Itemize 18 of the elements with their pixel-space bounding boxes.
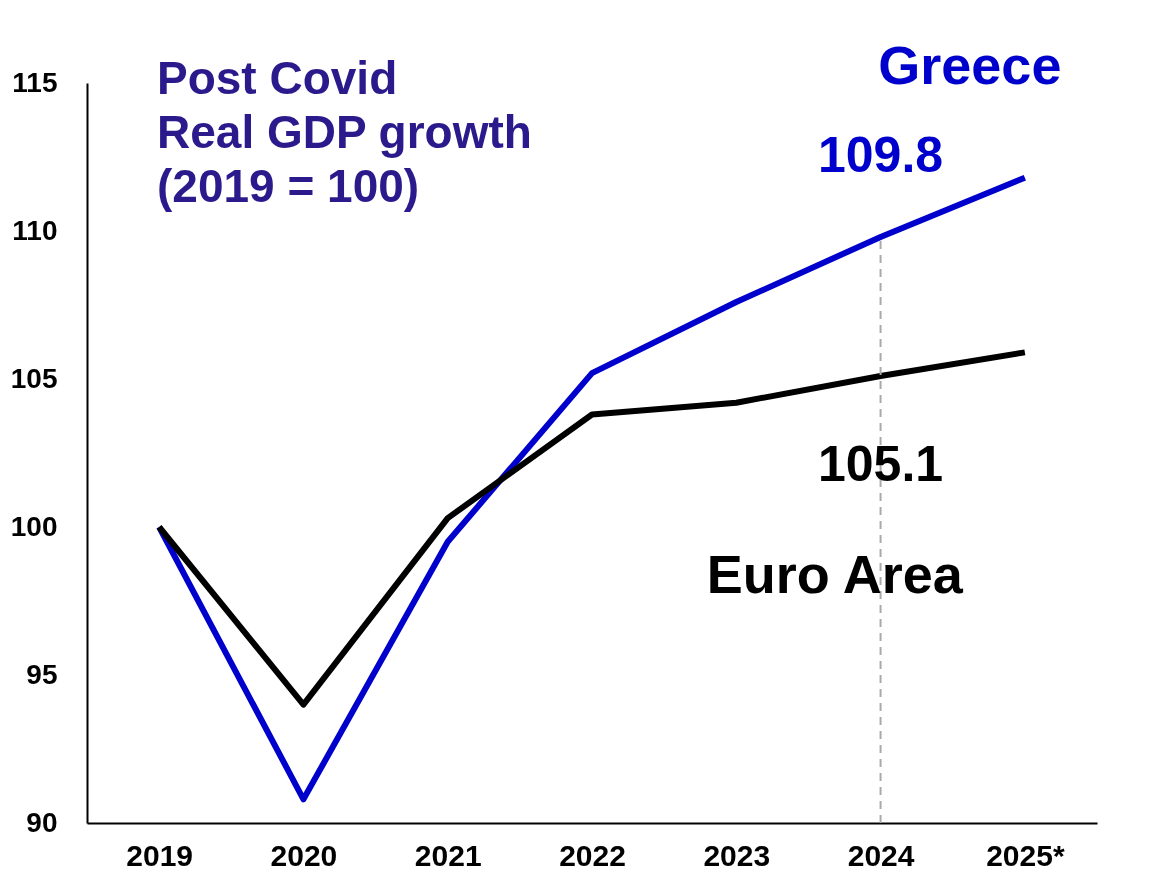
y-tick-label: 115: [12, 66, 58, 98]
y-tick-label: 95: [26, 658, 58, 690]
x-tick-label: 2023: [703, 838, 771, 872]
annotation: 105.1: [818, 436, 944, 493]
y-tick-label: 100: [10, 510, 58, 542]
text: Post Covid Real GDP growth (2019 = 100): [157, 52, 532, 212]
y-tick-label: 90: [26, 806, 58, 838]
text: Euro Area: [706, 544, 964, 605]
x-tick-label: 2020: [270, 838, 338, 872]
x-tick-label: 2019: [126, 838, 194, 872]
x-tick-label: 2024: [847, 838, 915, 872]
x-tick-label: 2022: [559, 838, 626, 872]
x-tick-label: 2021: [414, 838, 482, 872]
y-tick-label: 105: [10, 362, 58, 394]
series-label: Greece: [878, 34, 1062, 95]
x-tick-label: 2025*: [986, 838, 1065, 872]
annotation: 109.8: [818, 126, 944, 183]
y-tick-label: 110: [12, 214, 58, 246]
